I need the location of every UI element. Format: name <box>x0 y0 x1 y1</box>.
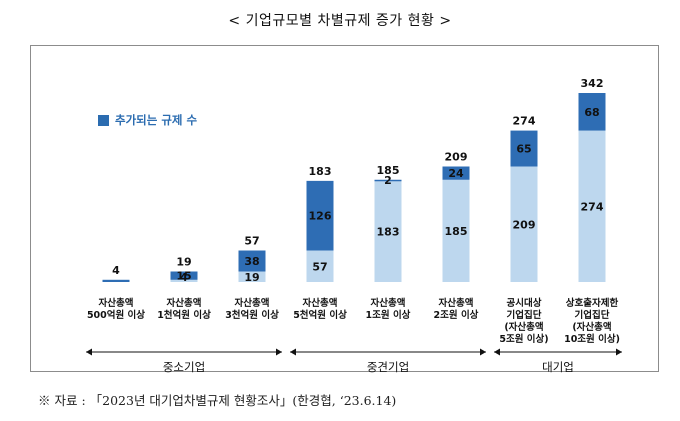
bar-base-label: 4 <box>180 271 188 284</box>
category-label: 자산총액 <box>439 297 474 309</box>
group-arrow-right <box>616 348 622 356</box>
bar-total-label: 185 <box>377 164 400 177</box>
bar-added <box>442 166 470 180</box>
bar-total-label: 19 <box>176 256 191 269</box>
bar-base <box>238 271 266 282</box>
category-label: (자산총액 <box>504 321 543 333</box>
category-label: 1조원 이상 <box>366 309 411 321</box>
bar-base-label: 57 <box>312 260 327 273</box>
bar-added <box>578 93 606 131</box>
category-label: 500억원 이상 <box>87 309 145 321</box>
bar-added-label: 38 <box>244 255 259 268</box>
group-arrow-left <box>290 348 296 356</box>
bar-added-label: 126 <box>309 210 332 223</box>
category-label: 2조원 이상 <box>434 309 479 321</box>
category-label: 자산총액 <box>167 297 202 309</box>
bar-base <box>510 166 538 282</box>
category-label: 공시대상 <box>507 297 542 309</box>
bar-added <box>306 180 334 251</box>
bar-total-label: 183 <box>309 165 332 178</box>
group-label: 중견기업 <box>367 360 409 374</box>
group-arrow-left <box>86 348 92 356</box>
bar-added-label: 2 <box>384 174 392 187</box>
bar-base <box>578 130 606 282</box>
bar-added <box>170 271 198 280</box>
bar-base-label: 274 <box>581 200 604 213</box>
group-arrow-right <box>480 348 486 356</box>
group-arrow-right <box>276 348 282 356</box>
bar-base <box>442 179 470 282</box>
bar-total-label: 342 <box>581 77 604 90</box>
bar-base <box>170 279 198 282</box>
bar-added <box>238 250 266 272</box>
legend: 추가되는 규제 수 <box>98 112 197 128</box>
bar-added <box>510 130 538 167</box>
bar-added <box>374 179 402 182</box>
bar-added-label: 15 <box>176 270 191 283</box>
bar-base <box>306 250 334 282</box>
bar-base-label: 185 <box>445 225 468 238</box>
category-label: 자산총액 <box>303 297 338 309</box>
bar-total-label: 209 <box>445 151 468 164</box>
source-note: ※ 자료 : 「2023년 대기업차별규제 현황조사」(한경협, ‘23.6.1… <box>38 393 397 408</box>
category-label: 기업집단 <box>507 309 542 321</box>
chart-title: < 기업규모별 차별규제 증가 현황 > <box>228 13 452 29</box>
group-label: 대기업 <box>542 360 574 374</box>
category-label: 자산총액 <box>99 297 134 309</box>
chart-frame <box>30 45 659 372</box>
category-label: 1천억원 이상 <box>157 309 211 321</box>
group-arrow-left <box>494 348 500 356</box>
bar-base-label: 209 <box>513 218 536 231</box>
category-label: 상호출자제한 <box>566 297 619 309</box>
bar-added-label: 65 <box>516 143 531 156</box>
bar-total-label: 57 <box>244 235 259 248</box>
bar-base-label: 183 <box>377 225 400 238</box>
legend-label: 추가되는 규제 수 <box>115 113 198 127</box>
category-label: (자산총액 <box>572 321 611 333</box>
bar-base-label: 19 <box>244 271 259 284</box>
category-label: 자산총액 <box>235 297 270 309</box>
group-label: 중소기업 <box>163 360 205 374</box>
category-label: 3천억원 이상 <box>225 309 279 321</box>
category-label: 10조원 이상) <box>564 333 620 345</box>
bar-total-label: 4 <box>112 264 120 277</box>
category-label: 5천억원 이상 <box>293 309 347 321</box>
bar-added-label: 68 <box>584 106 599 119</box>
category-label: 기업집단 <box>575 309 610 321</box>
bar-added <box>102 279 130 282</box>
legend-swatch <box>98 114 109 126</box>
category-label: 자산총액 <box>371 297 406 309</box>
bar-added-label: 24 <box>448 167 464 180</box>
bar-base <box>374 180 402 282</box>
category-label: 5조원 이상) <box>499 333 548 345</box>
bar-total-label: 274 <box>513 115 536 128</box>
